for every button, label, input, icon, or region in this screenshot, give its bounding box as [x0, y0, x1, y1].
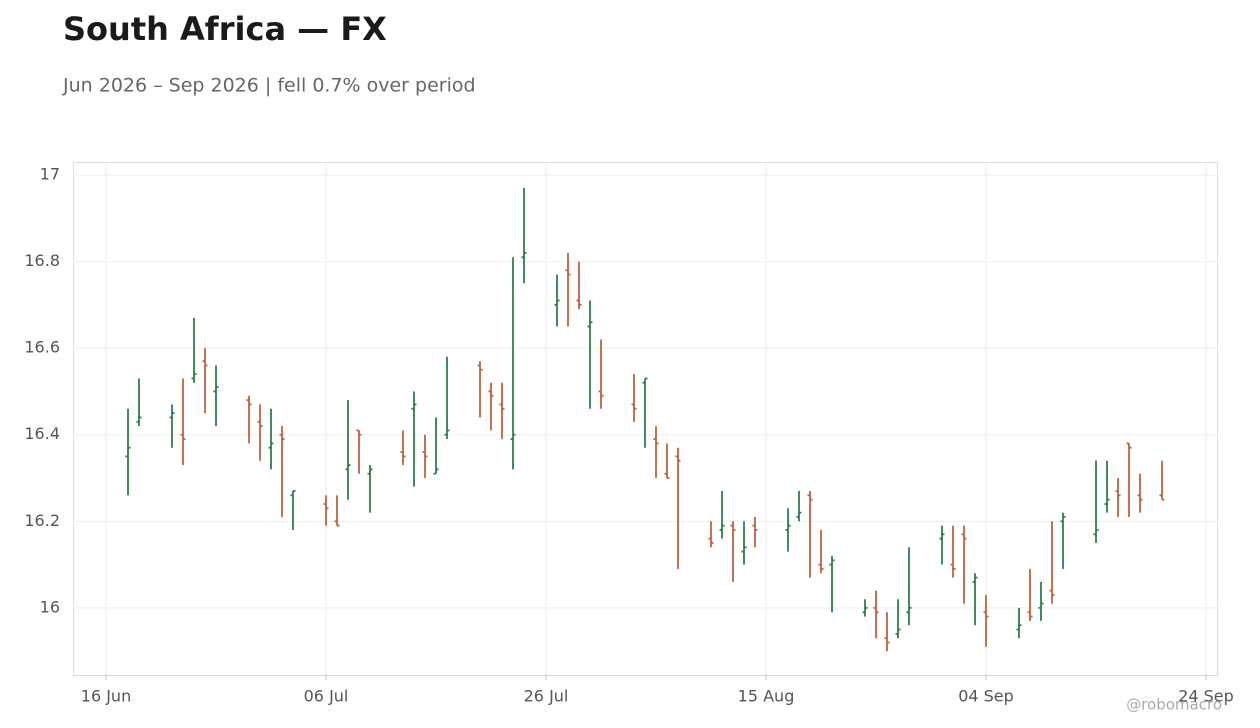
plot-frame: [73, 162, 1218, 676]
y-tick-label: 16: [40, 597, 60, 616]
y-tick-label: 16.8: [24, 251, 60, 270]
x-tick-label: 26 Jul: [524, 687, 569, 706]
x-tick-label: 16 Jun: [81, 687, 131, 706]
chart-subtitle: Jun 2026 – Sep 2026 | fell 0.7% over per…: [62, 75, 476, 97]
y-tick-label: 16.2: [24, 511, 60, 530]
x-tick-label: 04 Sep: [958, 687, 1014, 706]
y-tick-label: 17: [40, 164, 60, 183]
watermark: @robomacro: [1126, 696, 1222, 714]
chart-title: South Africa — FX: [63, 10, 387, 48]
x-tick-label: 24 Sep: [1178, 687, 1234, 706]
x-tick-label: 15 Aug: [738, 687, 795, 706]
x-tick-label: 06 Jul: [304, 687, 349, 706]
y-tick-label: 16.4: [24, 424, 60, 443]
y-tick-label: 16.6: [24, 338, 60, 357]
